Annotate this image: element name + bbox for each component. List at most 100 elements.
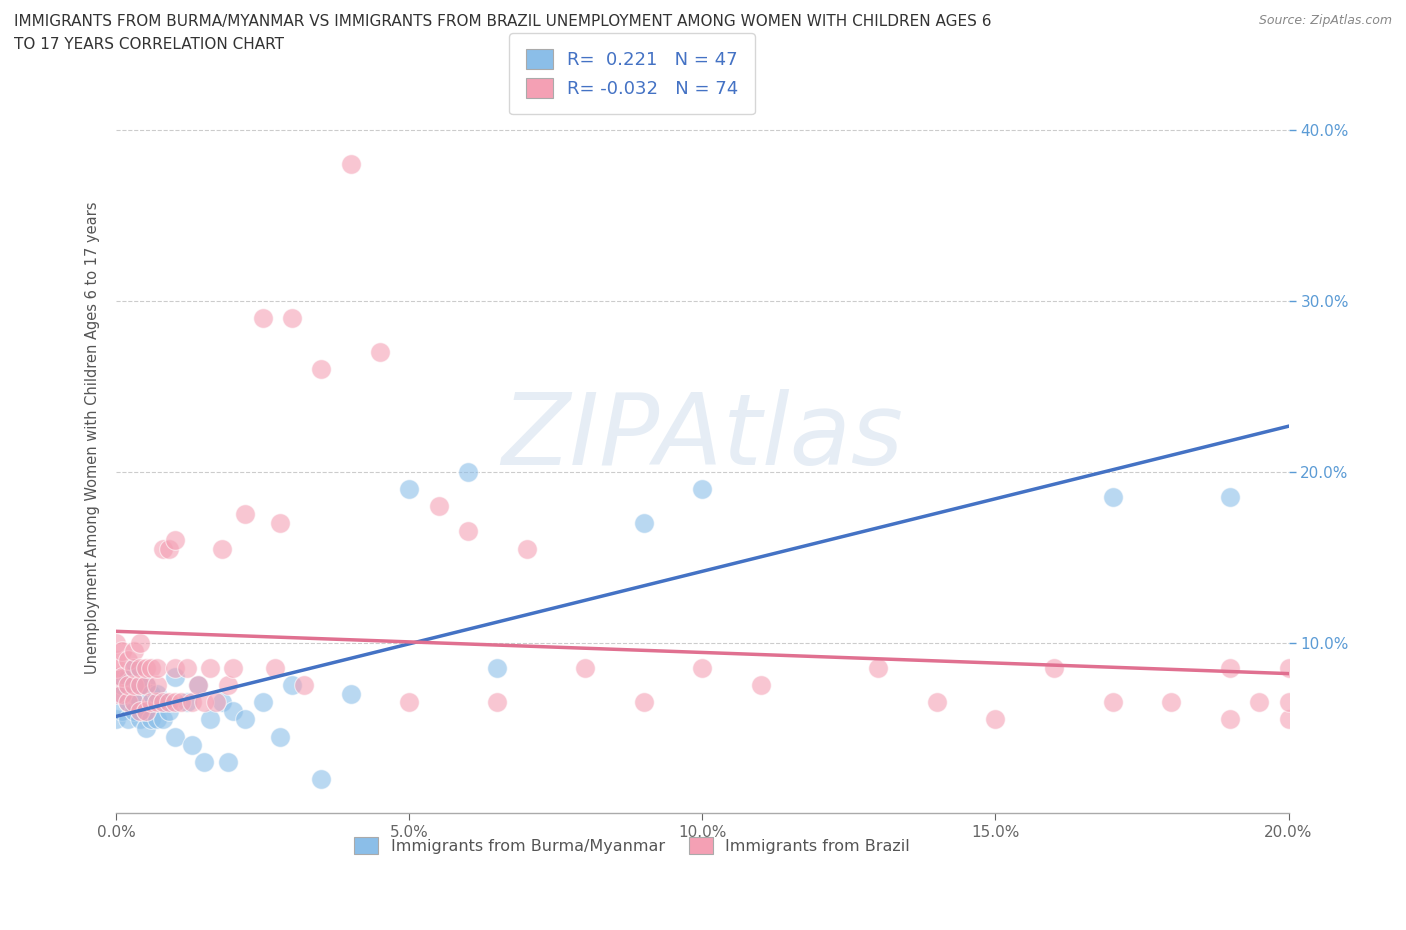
Point <box>205 695 228 710</box>
Point <box>163 670 186 684</box>
Point <box>486 661 509 676</box>
Point <box>117 695 139 710</box>
Point <box>187 678 209 693</box>
Point <box>128 678 150 693</box>
Point <box>146 686 169 701</box>
Point <box>152 541 174 556</box>
Point <box>311 362 333 377</box>
Point <box>111 678 134 693</box>
Point <box>692 661 714 676</box>
Point <box>157 695 180 710</box>
Point <box>263 661 285 676</box>
Point <box>141 661 163 676</box>
Point <box>233 712 256 727</box>
Y-axis label: Unemployment Among Women with Children Ages 6 to 17 years: Unemployment Among Women with Children A… <box>86 201 100 673</box>
Point <box>1219 490 1241 505</box>
Point <box>516 541 538 556</box>
Point <box>128 635 150 650</box>
Point <box>398 482 420 497</box>
Point <box>211 541 233 556</box>
Point <box>692 482 714 497</box>
Point <box>193 755 215 770</box>
Text: IMMIGRANTS FROM BURMA/MYANMAR VS IMMIGRANTS FROM BRAZIL UNEMPLOYMENT AMONG WOMEN: IMMIGRANTS FROM BURMA/MYANMAR VS IMMIGRA… <box>14 14 991 29</box>
Point <box>105 686 128 701</box>
Point <box>1249 695 1271 710</box>
Point <box>163 533 186 548</box>
Point <box>198 661 221 676</box>
Point <box>163 661 186 676</box>
Point <box>1219 661 1241 676</box>
Point <box>187 678 209 693</box>
Point <box>105 712 128 727</box>
Point <box>152 712 174 727</box>
Point <box>111 644 134 658</box>
Text: Source: ZipAtlas.com: Source: ZipAtlas.com <box>1258 14 1392 27</box>
Point <box>111 686 134 701</box>
Point <box>222 661 245 676</box>
Point <box>111 703 134 718</box>
Point <box>135 678 157 693</box>
Point <box>339 686 361 701</box>
Point <box>157 703 180 718</box>
Point <box>222 703 245 718</box>
Point <box>233 507 256 522</box>
Point <box>105 635 128 650</box>
Point <box>281 678 304 693</box>
Point <box>984 712 1007 727</box>
Point <box>141 712 163 727</box>
Point <box>152 695 174 710</box>
Point <box>163 729 186 744</box>
Legend: Immigrants from Burma/Myanmar, Immigrants from Brazil: Immigrants from Burma/Myanmar, Immigrant… <box>346 830 918 862</box>
Point <box>925 695 948 710</box>
Point <box>157 541 180 556</box>
Point <box>1277 712 1299 727</box>
Point <box>427 498 450 513</box>
Point <box>135 721 157 736</box>
Point <box>152 695 174 710</box>
Point <box>128 703 150 718</box>
Point <box>105 670 128 684</box>
Point <box>105 686 128 701</box>
Point <box>574 661 596 676</box>
Text: TO 17 YEARS CORRELATION CHART: TO 17 YEARS CORRELATION CHART <box>14 37 284 52</box>
Point <box>122 695 145 710</box>
Point <box>117 678 139 693</box>
Point <box>868 661 890 676</box>
Point <box>749 678 772 693</box>
Point <box>117 670 139 684</box>
Point <box>457 524 479 538</box>
Point <box>135 703 157 718</box>
Point <box>146 712 169 727</box>
Point <box>217 678 239 693</box>
Point <box>128 678 150 693</box>
Point <box>141 695 163 710</box>
Point <box>111 670 134 684</box>
Point <box>181 695 204 710</box>
Point <box>1101 695 1123 710</box>
Point <box>181 737 204 752</box>
Point <box>311 772 333 787</box>
Point <box>1160 695 1182 710</box>
Point <box>122 644 145 658</box>
Point <box>1219 712 1241 727</box>
Point <box>128 661 150 676</box>
Point <box>117 695 139 710</box>
Point <box>198 712 221 727</box>
Point <box>217 755 239 770</box>
Point <box>146 695 169 710</box>
Point <box>633 695 655 710</box>
Point <box>122 686 145 701</box>
Point <box>398 695 420 710</box>
Point <box>122 678 145 693</box>
Point <box>146 661 169 676</box>
Text: ZIPAtlas: ZIPAtlas <box>502 389 904 486</box>
Point <box>135 661 157 676</box>
Point <box>176 695 198 710</box>
Point <box>128 695 150 710</box>
Point <box>135 703 157 718</box>
Point <box>1277 661 1299 676</box>
Point <box>281 311 304 325</box>
Point <box>141 686 163 701</box>
Point <box>122 703 145 718</box>
Point <box>117 652 139 667</box>
